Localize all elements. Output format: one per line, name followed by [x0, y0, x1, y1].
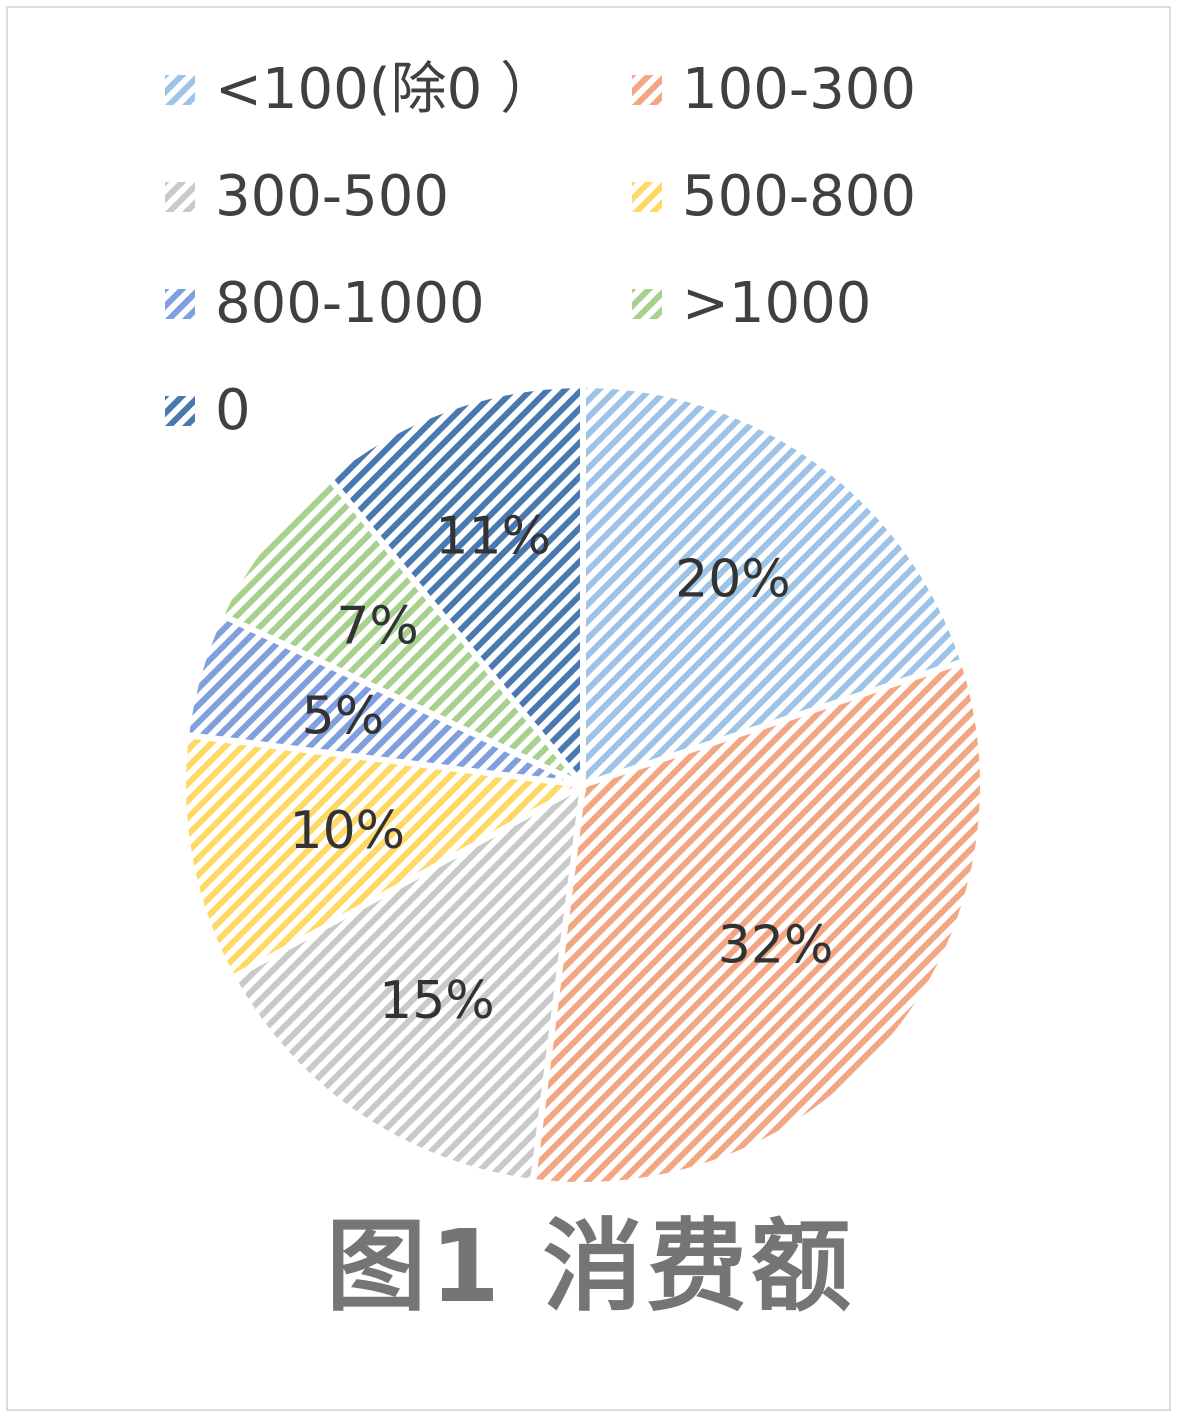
- pie-slice-1: [529, 657, 986, 1189]
- legend-label-6: 0: [215, 378, 251, 443]
- pie-slice-6: [323, 381, 586, 794]
- legend-label-0: <100(除0 ）: [215, 57, 557, 122]
- data-label-0: 20%: [675, 550, 791, 610]
- pie-slice-0: [580, 381, 968, 790]
- legend-item-5: >1000: [630, 269, 871, 339]
- legend-item-1: 100-300: [630, 55, 916, 125]
- legend-swatch-2: [165, 182, 195, 212]
- legend-label-3: 500-800: [682, 164, 916, 229]
- data-label-1: 32%: [718, 915, 834, 975]
- legend-swatch-0: [165, 75, 195, 105]
- figure-caption: 图1 消费额: [326, 1208, 855, 1325]
- legend-label-5: >1000: [682, 271, 872, 336]
- legend-swatch-3: [632, 182, 662, 212]
- data-label-5: 7%: [336, 597, 419, 657]
- legend-label-1: 100-300: [682, 57, 916, 122]
- legend-swatch-4: [165, 289, 195, 319]
- pie-chart: 20% 32% 15% 10% 5% 7% 11%: [180, 381, 986, 1189]
- pie-slice-2: [228, 779, 587, 1186]
- legend-swatch-5: [632, 289, 662, 319]
- pie-slice-5: [217, 472, 586, 788]
- legend-item-6: 0: [163, 376, 251, 446]
- legend-item-2: 300-500: [163, 162, 449, 232]
- legend-label-4: 800-1000: [215, 271, 485, 336]
- data-label-4: 5%: [302, 686, 385, 746]
- legend-item-0: <100(除0 ）: [163, 55, 556, 125]
- legend-item-4: 800-1000: [163, 269, 485, 339]
- legend-swatch-1: [632, 75, 662, 105]
- data-label-2: 15%: [379, 971, 495, 1031]
- legend-label-2: 300-500: [215, 164, 449, 229]
- data-label-6: 11%: [435, 507, 551, 567]
- data-label-3: 10%: [290, 801, 406, 861]
- chart-legend: <100(除0 ） 100-300 300-500 500-800 800-1000 >1…: [0, 0, 1181, 460]
- legend-item-3: 500-800: [630, 162, 916, 232]
- legend-swatch-6: [165, 396, 195, 426]
- pie-slice-3: [180, 731, 593, 982]
